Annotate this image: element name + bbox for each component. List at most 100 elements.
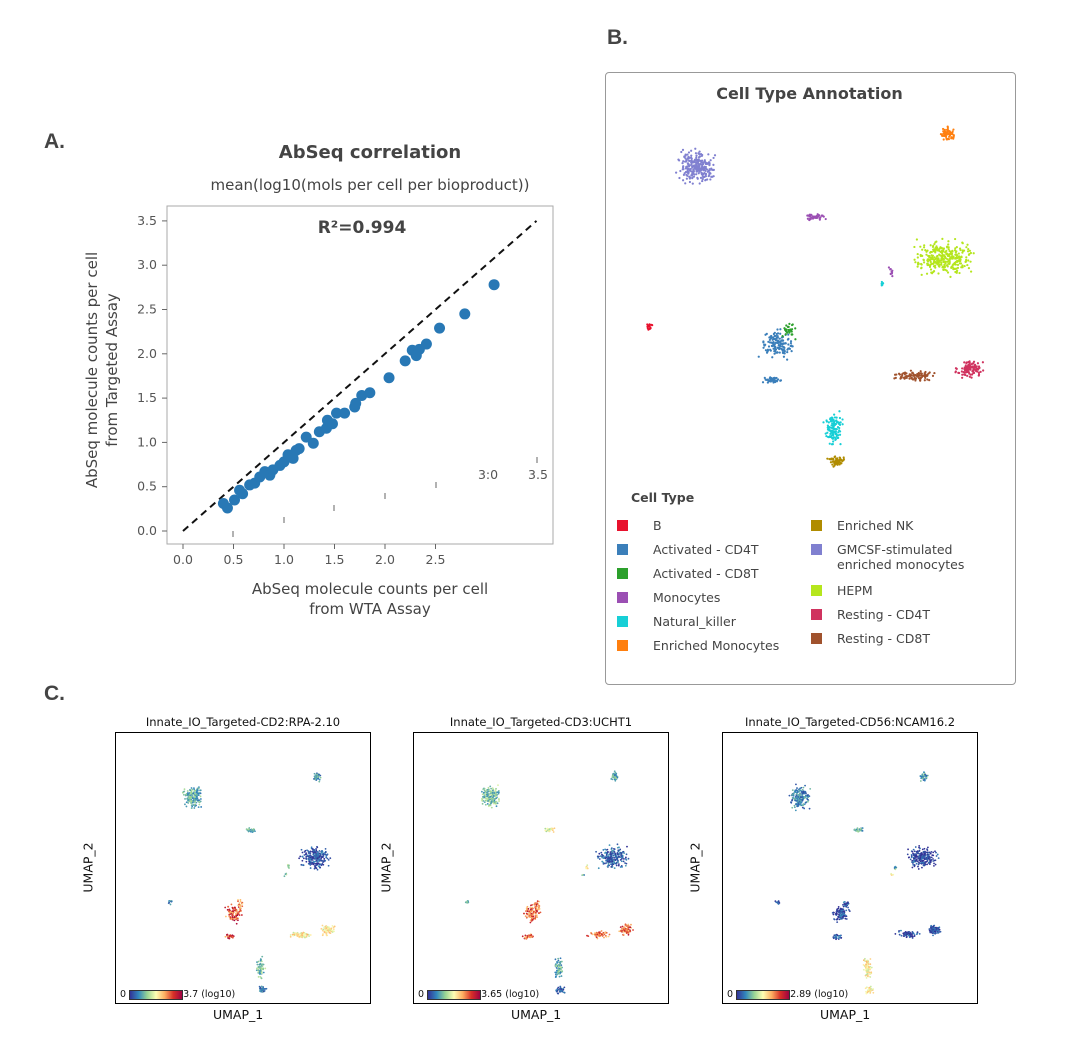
cell-dot xyxy=(619,866,622,868)
cell-dot xyxy=(196,787,199,790)
cell-dot xyxy=(906,853,909,856)
cell-dot xyxy=(929,260,932,264)
cell-dot xyxy=(833,428,836,431)
cell-dot xyxy=(195,795,198,798)
cell-dot xyxy=(319,774,322,777)
cell-dot xyxy=(528,915,531,918)
cell-dot xyxy=(621,866,623,868)
cell-dot xyxy=(843,913,846,916)
cell-dot xyxy=(955,267,958,270)
cell-dot xyxy=(534,911,537,914)
cell-dot xyxy=(979,370,982,373)
cell-dot xyxy=(531,906,534,909)
cell-dot xyxy=(617,864,620,867)
cell-dot xyxy=(929,852,932,855)
cell-dot xyxy=(597,856,599,859)
cell-dot xyxy=(324,927,327,930)
cell-dot xyxy=(595,932,598,935)
cell-dot xyxy=(312,862,314,865)
cell-dot xyxy=(677,158,680,161)
cell-dot xyxy=(922,246,926,249)
cell-dot xyxy=(325,855,328,857)
cell-dot xyxy=(923,779,926,782)
cell-dot xyxy=(835,427,838,431)
legend-label: Enriched NK xyxy=(837,518,914,533)
cell-dot xyxy=(600,851,603,854)
cell-dot xyxy=(495,795,498,798)
cell-dot xyxy=(283,875,286,878)
cell-dot xyxy=(946,258,949,261)
cell-dot xyxy=(954,370,957,373)
cell-dot xyxy=(938,928,941,931)
cell-dot xyxy=(482,796,485,799)
cell-dot xyxy=(868,991,871,994)
cell-dot xyxy=(959,262,963,265)
cell-dot xyxy=(975,365,978,368)
cell-dot xyxy=(829,417,832,420)
cell-dot xyxy=(913,850,916,853)
cell-dot xyxy=(303,850,306,853)
cell-dot xyxy=(831,463,834,466)
cell-dot xyxy=(690,174,694,177)
cell-dot xyxy=(951,250,954,253)
cell-dot xyxy=(844,914,847,917)
cell-dot xyxy=(557,992,560,995)
cell-dot xyxy=(846,902,848,905)
cell-dot xyxy=(944,251,947,254)
cell-dot xyxy=(967,360,970,364)
cell-dot xyxy=(867,971,870,974)
cell-dot xyxy=(946,254,950,257)
cell-dot xyxy=(697,152,700,155)
cell-dot xyxy=(944,131,948,135)
x-tick-label: 2.5 xyxy=(426,552,446,567)
cell-dot xyxy=(321,929,324,932)
cell-dot xyxy=(312,853,315,856)
cell-dot xyxy=(562,991,565,994)
cell-dot xyxy=(921,774,924,777)
colorbar: 0 2.89 (log10) xyxy=(727,989,848,1000)
y-tick-label: 0.5 xyxy=(137,479,157,494)
cell-dot xyxy=(773,352,776,355)
cell-dot xyxy=(790,333,793,336)
data-point xyxy=(364,387,376,399)
cell-dot xyxy=(924,861,927,863)
cell-dot xyxy=(226,908,229,911)
cell-dot xyxy=(238,914,241,916)
cell-dot xyxy=(920,858,923,861)
cell-dot xyxy=(832,936,835,938)
cell-dot xyxy=(691,182,694,185)
cell-dot xyxy=(915,850,918,853)
cell-dot xyxy=(929,250,932,254)
cell-dot xyxy=(692,175,696,178)
cell-dot xyxy=(323,931,326,934)
cell-dot xyxy=(228,937,231,940)
cell-dot xyxy=(536,902,539,905)
cell-dot xyxy=(768,338,772,341)
cell-dot xyxy=(947,243,950,246)
legend-item-hepm: HEPM xyxy=(811,583,987,598)
cell-dot xyxy=(944,135,947,138)
cell-dot xyxy=(297,933,300,936)
cell-dot xyxy=(796,787,798,789)
cell-dot xyxy=(827,436,830,439)
cell-dot xyxy=(948,249,951,253)
cell-dot xyxy=(190,807,193,809)
cell-dot xyxy=(612,854,615,857)
cell-dot xyxy=(601,856,604,859)
cell-dot xyxy=(235,918,237,921)
cell-dot xyxy=(183,788,186,791)
cell-dot xyxy=(193,787,195,789)
panel-title: Innate_IO_Targeted-CD2:RPA-2.10 xyxy=(145,715,341,729)
legend-item-r8: Resting - CD8T xyxy=(811,631,987,646)
legend-title: Cell Type xyxy=(631,490,695,505)
cell-dot xyxy=(872,991,875,994)
cell-dot xyxy=(288,867,290,869)
cell-dot xyxy=(833,423,837,427)
cell-dot xyxy=(234,909,237,911)
cell-dot xyxy=(538,908,541,910)
cell-dot xyxy=(795,789,798,791)
cell-dot xyxy=(960,370,963,373)
legend-label: Resting - CD4T xyxy=(837,607,930,622)
cell-dot xyxy=(315,849,318,852)
cell-dot xyxy=(534,902,537,904)
